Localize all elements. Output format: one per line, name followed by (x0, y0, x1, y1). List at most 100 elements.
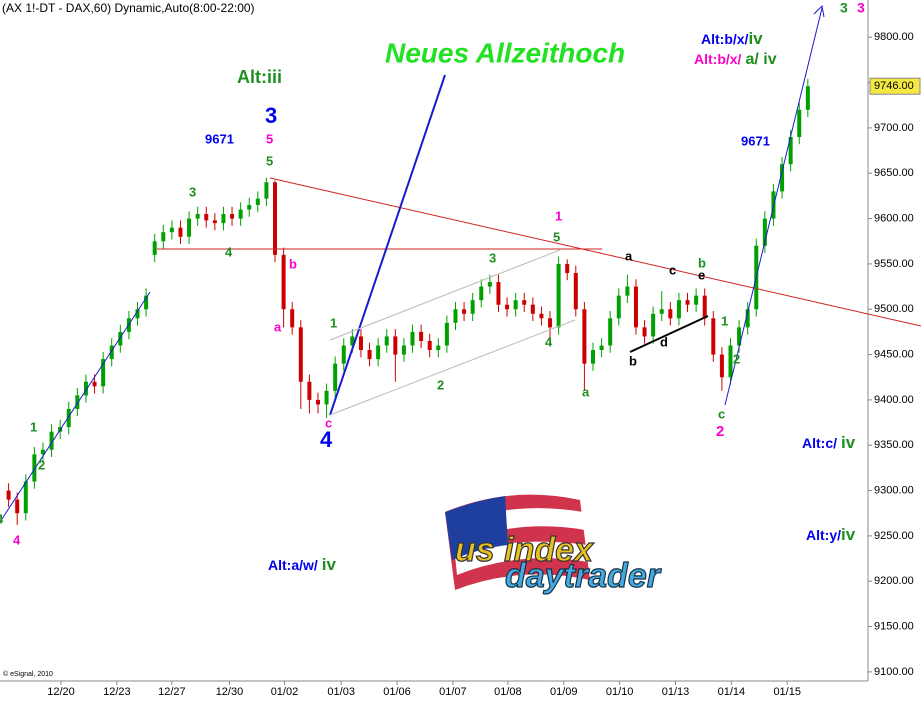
blue-line (329, 74, 446, 416)
candle-body (187, 218, 192, 237)
wave-label: c (718, 406, 725, 421)
candle-body (694, 295, 699, 305)
x-tick-label: 01/07 (439, 686, 467, 698)
candle-body (556, 263, 561, 328)
logo-text: us index (455, 531, 595, 569)
y-tick-label: 9100.00 (874, 666, 914, 678)
candle-body (608, 318, 613, 346)
wave-label: 4 (13, 532, 21, 547)
candle-body (642, 327, 647, 337)
wave-label: 4 (545, 334, 553, 349)
candle-body (745, 309, 750, 328)
y-tick-label: 9450.00 (874, 348, 914, 360)
x-tick-label: 01/14 (718, 686, 746, 698)
candle-body (230, 214, 235, 219)
wave-label: 1 (330, 315, 337, 330)
wave-label: 2 (716, 423, 724, 440)
candle-body (462, 309, 467, 314)
wave-label: 4 (320, 427, 333, 452)
candle-body (75, 395, 80, 409)
candle-body (401, 345, 406, 355)
candle-body (737, 327, 742, 346)
candle-body (152, 241, 157, 255)
candle-body (582, 309, 587, 364)
candle-body (49, 431, 54, 450)
candle-body (496, 282, 501, 305)
candle-body (92, 381, 97, 387)
candle-body (144, 295, 149, 310)
alt-part: Alt:c/ (802, 435, 837, 451)
blue-line (724, 7, 823, 406)
chart-title: (AX 1!-DT - DAX,60) Dynamic,Auto(8:00-22… (2, 1, 255, 15)
candle-body (255, 198, 260, 205)
candle-body (539, 313, 544, 319)
candle-body (66, 408, 71, 428)
candle-body (711, 318, 716, 355)
candle-body (23, 481, 28, 514)
candle-body (358, 336, 363, 351)
candle-body (101, 359, 106, 387)
alt-part: Alt:y/ (806, 527, 841, 543)
x-tick-label: 12/30 (216, 686, 244, 698)
y-tick-label: 9250.00 (874, 530, 914, 542)
candle-body (273, 182, 278, 255)
candle-body (625, 286, 630, 296)
wave-label: b (698, 255, 706, 270)
candle-body (762, 218, 767, 246)
wave-label: 5 (266, 153, 273, 168)
candle-body (195, 214, 200, 219)
alt-part: iv (841, 525, 856, 544)
wave-label: 1 (30, 419, 37, 434)
wave-label: 2 (38, 457, 45, 472)
arrow-head (813, 4, 825, 18)
y-tick-label: 9600.00 (874, 212, 914, 224)
y-tick-label: 9550.00 (874, 258, 914, 270)
alt-part: iv (841, 433, 856, 452)
wave-label: 3 (840, 0, 848, 16)
x-tick-label: 01/10 (606, 686, 634, 698)
last-price-label: 9746.00 (874, 80, 914, 92)
last-price-box (869, 77, 921, 95)
candle-body (797, 109, 802, 137)
headline: Neues Allzeithoch (385, 37, 625, 68)
wave-label: c (669, 262, 676, 277)
candle-body (651, 313, 656, 337)
candle-body (324, 390, 329, 405)
candle-body (169, 227, 174, 233)
candle-body (436, 345, 441, 351)
x-tick-label: 01/09 (550, 686, 578, 698)
x-tick-label: 12/27 (158, 686, 186, 698)
wave-label: d (660, 334, 668, 349)
candle-body (719, 354, 724, 378)
x-tick-label: 12/23 (103, 686, 131, 698)
logo: us index daytrader (445, 494, 662, 596)
candle-body (470, 300, 475, 314)
candle-body (548, 318, 553, 328)
candle-body (247, 204, 252, 210)
y-tick-label: 9150.00 (874, 620, 914, 632)
wave-label: 4 (0, 511, 4, 526)
alt-part: Alt:b/x/ (701, 31, 749, 47)
y-tick-label: 9350.00 (874, 439, 914, 451)
alt-label: Alt:y/iv (806, 525, 856, 544)
trend-lines (0, 4, 921, 523)
candle-body (350, 336, 355, 346)
black-line (629, 315, 709, 353)
wave-label: 5 (266, 131, 273, 146)
candle-body (728, 345, 733, 378)
candle-body (453, 309, 458, 323)
y-tick-label: 9400.00 (874, 394, 914, 406)
candle-body (341, 345, 346, 364)
y-tick-label: 9700.00 (874, 122, 914, 134)
y-tick-label: 9200.00 (874, 575, 914, 587)
y-tick-label: 9500.00 (874, 303, 914, 315)
candle-body (290, 309, 295, 328)
wave-label: a (274, 319, 282, 334)
candle-body (788, 136, 793, 165)
candle-body (513, 300, 518, 310)
wave-label: 1 (721, 313, 728, 328)
wave-label: 5 (553, 229, 560, 244)
channel-line (329, 249, 561, 341)
